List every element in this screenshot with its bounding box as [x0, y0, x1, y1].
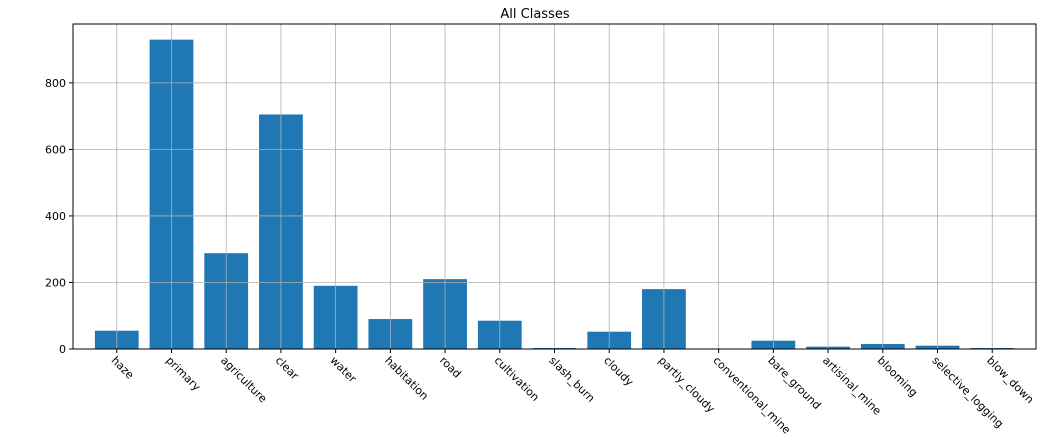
chart-title: All Classes: [500, 7, 569, 22]
tick-labels: 0 200 400 600 800 haze primary agriculture clear…: [45, 77, 1036, 437]
x-tick-label: road: [437, 354, 464, 381]
x-tick-label: clear: [273, 354, 302, 383]
y-tick-label: 0: [59, 343, 66, 356]
y-tick-label: 600: [45, 143, 66, 156]
x-tick-label: habitation: [382, 354, 431, 403]
y-tick-label: 800: [45, 77, 66, 90]
x-tick-label: blooming: [875, 354, 920, 399]
x-tick-label: slash_burn: [546, 354, 597, 405]
x-tick-label: bare_ground: [765, 354, 823, 412]
x-tick-label: agriculture: [218, 354, 270, 406]
x-tick-label: artisinal_mine: [820, 354, 884, 418]
x-tick-label: cloudy: [601, 354, 636, 389]
x-tick-label: water: [328, 354, 360, 386]
x-tick-label: haze: [109, 354, 137, 382]
x-tick-label: blow_down: [984, 354, 1036, 406]
y-tick-label: 200: [45, 276, 66, 289]
y-tick-label: 400: [45, 210, 66, 223]
x-tick-label: partly_cloudy: [656, 354, 718, 416]
axes: [72, 23, 1037, 350]
x-tick-label: cultivation: [492, 354, 542, 404]
x-tick-label: primary: [163, 354, 203, 394]
